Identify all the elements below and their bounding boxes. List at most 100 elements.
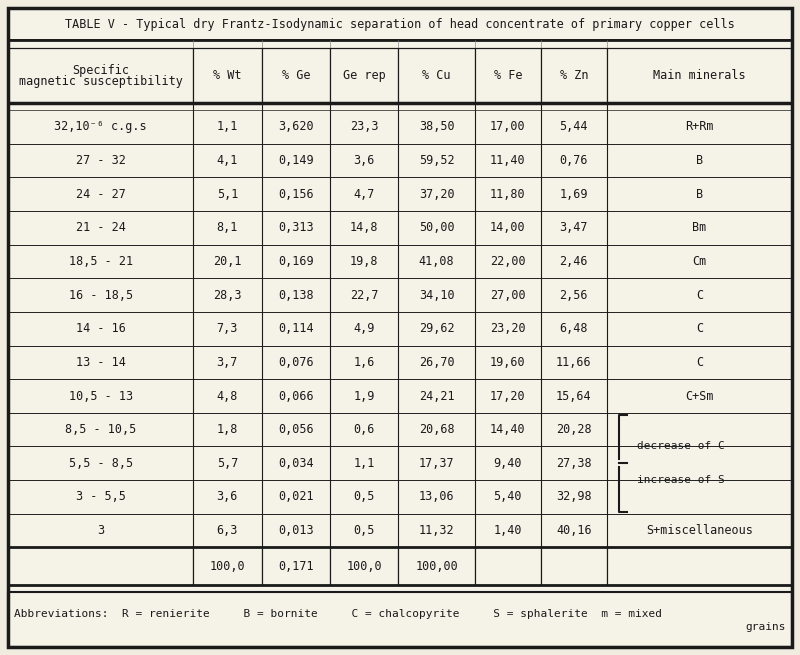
Bar: [330, 278, 398, 312]
Bar: [475, 514, 541, 548]
Text: 5,44: 5,44: [560, 121, 588, 134]
Text: 24 - 27: 24 - 27: [76, 188, 126, 200]
Text: 100,00: 100,00: [415, 559, 458, 572]
Text: 0,6: 0,6: [354, 423, 375, 436]
Bar: [607, 143, 792, 178]
Text: 27,00: 27,00: [490, 289, 526, 301]
Text: % Wt: % Wt: [213, 69, 242, 82]
Text: 40,16: 40,16: [556, 524, 592, 537]
Bar: [607, 48, 792, 103]
Text: 20,68: 20,68: [419, 423, 454, 436]
Text: % Zn: % Zn: [560, 69, 588, 82]
Text: 11,80: 11,80: [490, 188, 526, 200]
Text: B: B: [696, 154, 703, 167]
Bar: [541, 548, 607, 585]
Bar: [398, 480, 475, 514]
Text: magnetic susceptibility: magnetic susceptibility: [18, 75, 182, 88]
Text: 0,138: 0,138: [278, 289, 314, 301]
Text: 17,00: 17,00: [490, 121, 526, 134]
Text: 50,00: 50,00: [419, 221, 454, 234]
Bar: [398, 312, 475, 346]
Text: 14,40: 14,40: [490, 423, 526, 436]
Text: 34,10: 34,10: [419, 289, 454, 301]
Text: 0,156: 0,156: [278, 188, 314, 200]
Bar: [541, 245, 607, 278]
Text: R+Rm: R+Rm: [685, 121, 714, 134]
Bar: [475, 143, 541, 178]
Text: 0,034: 0,034: [278, 457, 314, 470]
Bar: [330, 312, 398, 346]
Bar: [398, 211, 475, 245]
Text: 27 - 32: 27 - 32: [76, 154, 126, 167]
Text: 4,8: 4,8: [217, 390, 238, 403]
Text: 22,00: 22,00: [490, 255, 526, 268]
Bar: [398, 548, 475, 585]
Text: 2,56: 2,56: [560, 289, 588, 301]
Bar: [607, 379, 792, 413]
Text: 11,32: 11,32: [419, 524, 454, 537]
Bar: [8, 548, 193, 585]
Bar: [330, 211, 398, 245]
Bar: [193, 379, 262, 413]
Text: 6,3: 6,3: [217, 524, 238, 537]
Bar: [262, 48, 330, 103]
Bar: [475, 413, 541, 447]
Bar: [475, 48, 541, 103]
Bar: [330, 346, 398, 379]
Text: 3,6: 3,6: [217, 491, 238, 504]
Text: 7,3: 7,3: [217, 322, 238, 335]
Bar: [8, 143, 193, 178]
Bar: [541, 346, 607, 379]
Text: C: C: [696, 356, 703, 369]
Bar: [8, 245, 193, 278]
Bar: [475, 346, 541, 379]
Text: 20,1: 20,1: [213, 255, 242, 268]
Text: Main minerals: Main minerals: [653, 69, 746, 82]
Bar: [8, 110, 193, 143]
Text: Specific: Specific: [72, 64, 129, 77]
Text: 3,47: 3,47: [560, 221, 588, 234]
Text: 23,3: 23,3: [350, 121, 378, 134]
Bar: [607, 480, 792, 514]
Text: 0,5: 0,5: [354, 491, 375, 504]
Bar: [262, 312, 330, 346]
Text: 1,6: 1,6: [354, 356, 375, 369]
Bar: [262, 514, 330, 548]
Bar: [607, 278, 792, 312]
Text: 11,66: 11,66: [556, 356, 592, 369]
Bar: [607, 178, 792, 211]
Bar: [330, 143, 398, 178]
Bar: [262, 278, 330, 312]
Bar: [330, 514, 398, 548]
Text: 0,114: 0,114: [278, 322, 314, 335]
Text: 24,21: 24,21: [419, 390, 454, 403]
Text: 14,8: 14,8: [350, 221, 378, 234]
Text: 15,64: 15,64: [556, 390, 592, 403]
Text: 29,62: 29,62: [419, 322, 454, 335]
Bar: [607, 447, 792, 480]
Bar: [398, 110, 475, 143]
Text: 41,08: 41,08: [419, 255, 454, 268]
Text: 8,1: 8,1: [217, 221, 238, 234]
Bar: [607, 413, 792, 447]
Bar: [398, 278, 475, 312]
Text: 1,1: 1,1: [217, 121, 238, 134]
Text: 5,40: 5,40: [494, 491, 522, 504]
Bar: [193, 480, 262, 514]
Bar: [8, 178, 193, 211]
Bar: [475, 110, 541, 143]
Text: 3: 3: [97, 524, 104, 537]
Text: 4,1: 4,1: [217, 154, 238, 167]
Bar: [607, 245, 792, 278]
Text: TABLE V - Typical dry Frantz-Isodynamic separation of head concentrate of primar: TABLE V - Typical dry Frantz-Isodynamic …: [65, 18, 735, 31]
Text: 1,8: 1,8: [217, 423, 238, 436]
Text: C: C: [696, 289, 703, 301]
Bar: [475, 480, 541, 514]
Text: 1,69: 1,69: [560, 188, 588, 200]
Bar: [8, 480, 193, 514]
Bar: [607, 211, 792, 245]
Bar: [262, 379, 330, 413]
Text: 0,056: 0,056: [278, 423, 314, 436]
Text: decrease of C: decrease of C: [637, 441, 725, 451]
Text: 13,06: 13,06: [419, 491, 454, 504]
